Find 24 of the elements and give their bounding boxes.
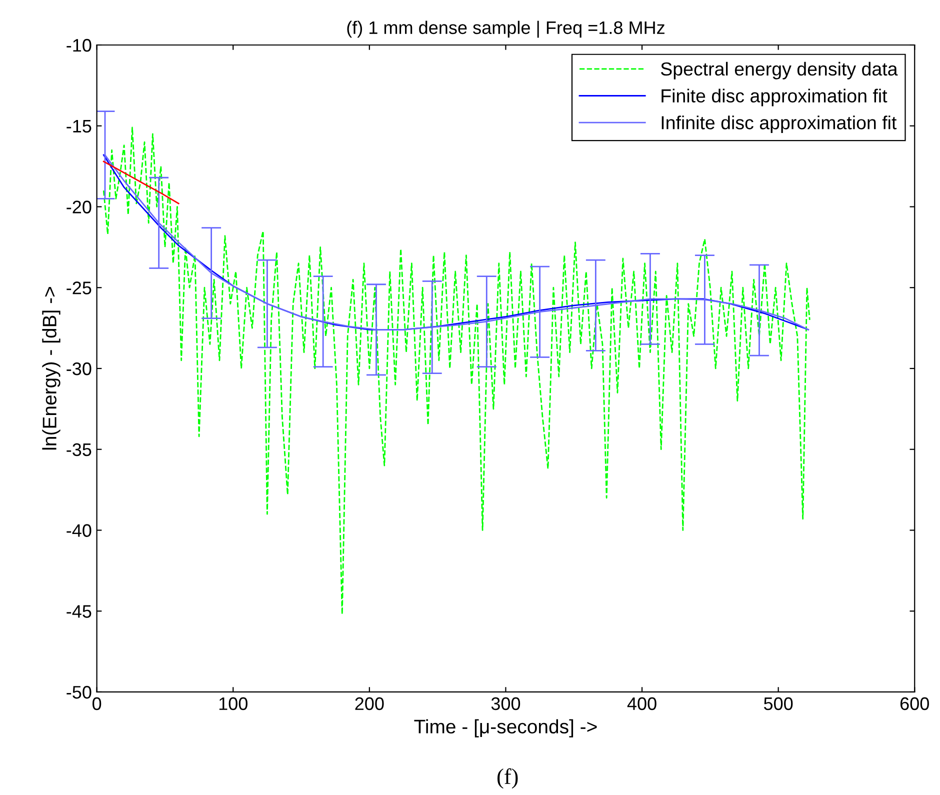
line-series <box>102 160 180 204</box>
legend-label: Spectral energy density data <box>660 62 898 80</box>
x-tick-label: 400 <box>627 697 656 710</box>
y-tick-label: -15 <box>66 120 92 133</box>
y-tick-label: -40 <box>66 524 92 537</box>
y-tick-label: -10 <box>66 38 92 52</box>
y-tick-label: -50 <box>66 686 92 699</box>
x-tick-label: 200 <box>355 697 384 710</box>
y-tick-label: -45 <box>66 605 92 618</box>
x-tick-label: 100 <box>219 697 248 710</box>
chart-title: (f) 1 mm dense sample | Freq =1.8 MHz <box>347 20 664 38</box>
text: (f) <box>497 768 518 789</box>
x-tick-label: 0 <box>92 697 102 710</box>
y-axis-title: ln(Energy) - [dB] -> <box>42 287 60 450</box>
y-tick-label: -35 <box>66 443 92 456</box>
legend-label: Finite disc approximation fit <box>662 88 888 106</box>
x-axis-title: Time - [μ-seconds] -> <box>414 719 597 738</box>
x-tick-label: 500 <box>764 697 793 710</box>
y-tick-label: -20 <box>66 200 92 214</box>
y-tick-label: -25 <box>66 282 92 294</box>
y-tick-label: -30 <box>66 362 92 376</box>
legend-label: Infinite disc approximation fit <box>662 116 897 134</box>
x-tick-label: 600 <box>900 697 929 710</box>
x-tick-label: 300 <box>491 697 520 710</box>
